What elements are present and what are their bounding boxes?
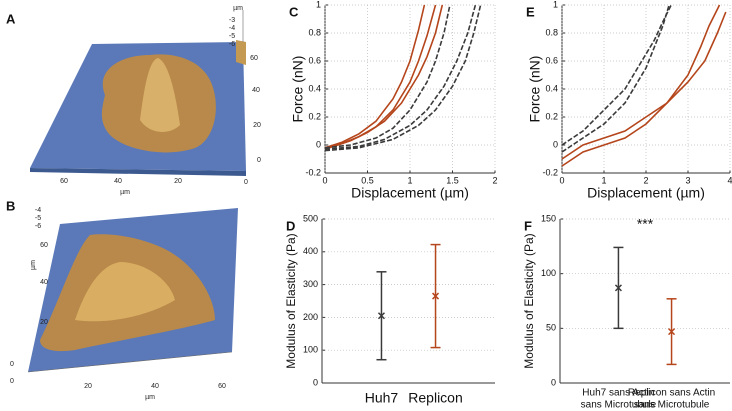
significance: *** (637, 216, 654, 232)
tick-label: 40 (151, 383, 159, 390)
panel-label: F (524, 218, 532, 233)
mean-marker (668, 328, 676, 336)
unit-label: µm (30, 260, 37, 270)
tick-label: 60 (60, 178, 68, 185)
x-tick-label: 1 (601, 175, 606, 185)
tick-label: -3 (229, 17, 235, 24)
y-tick-label: 300 (303, 279, 318, 289)
panel-label: A (6, 11, 16, 26)
tick-label: 40 (252, 87, 260, 94)
tick-label: 20 (84, 383, 92, 390)
tick-label: -4 (229, 25, 235, 32)
force-curve (561, 4, 670, 153)
y-tick-label: 0 (551, 377, 556, 387)
y-tick-label: 200 (303, 312, 318, 322)
force-curve (324, 4, 444, 150)
y-tick-label: 0 (316, 139, 321, 149)
force-curve (324, 4, 477, 150)
y-tick-label: 150 (541, 213, 556, 223)
panel-label: C (289, 4, 299, 19)
category-label: Huh7 (365, 390, 399, 406)
force-curve (324, 4, 482, 152)
y-tick-label: 0.4 (545, 83, 558, 93)
panel-label: B (6, 198, 15, 213)
mean-marker (614, 284, 622, 292)
x-axis-label: Displacement (µm) (587, 185, 705, 201)
y-tick-label: -0.2 (305, 167, 321, 177)
tick-label: -5 (35, 215, 41, 222)
y-tick-label: 100 (541, 268, 556, 278)
y-tick-label: 0.2 (308, 111, 321, 121)
afm-edge (30, 168, 246, 176)
unit-label: µm (145, 394, 155, 401)
y-tick-label: 0.6 (308, 55, 321, 65)
y-tick-label: 400 (303, 246, 318, 256)
tick-label: -5 (229, 33, 235, 40)
tick-label: 60 (218, 383, 226, 390)
y-tick-label: 100 (303, 345, 318, 355)
tick-label: 0 (244, 179, 248, 186)
x-tick-label: 1.5 (446, 175, 459, 185)
cell-top (75, 262, 175, 322)
mean-marker (432, 292, 440, 300)
tick-label: 40 (40, 279, 48, 286)
x-axis-label: Displacement (µm) (351, 185, 469, 201)
tick-label: -4 (35, 207, 41, 214)
y-tick-label: 0.2 (545, 111, 558, 121)
y-tick-label: 0.8 (545, 27, 558, 37)
category-label: Replicon (408, 390, 462, 406)
tick-label: 40 (114, 178, 122, 185)
x-tick-label: 0 (322, 175, 327, 185)
y-tick-label: -0.2 (542, 167, 558, 177)
x-tick-label: 1 (407, 175, 412, 185)
y-tick-label: 0.4 (308, 83, 321, 93)
tick-label: 20 (174, 178, 182, 185)
category-label: Huh7 sans Actin (582, 388, 654, 399)
category-label: sans Microtubule (634, 400, 710, 411)
force-curve (324, 4, 426, 149)
y-tick-label: 0 (553, 139, 558, 149)
y-axis-label: Force (nN) (527, 56, 543, 123)
x-tick-label: 0.5 (361, 175, 374, 185)
y-axis-label: Modulus of Elasticity (Pa) (522, 233, 536, 368)
x-tick-label: 2 (643, 175, 648, 185)
force-curve (561, 11, 727, 160)
y-tick-label: 0.6 (545, 55, 558, 65)
y-tick-label: 1 (316, 0, 321, 9)
mean-marker (377, 312, 385, 320)
force-curve (561, 4, 721, 167)
tick-label: 0 (10, 378, 14, 385)
tick-label: 60 (40, 242, 48, 249)
tick-label: 60 (250, 55, 258, 62)
y-tick-label: 0 (313, 377, 318, 387)
x-tick-label: 0 (559, 175, 564, 185)
x-tick-label: 3 (685, 175, 690, 185)
force-curve (324, 4, 451, 149)
tick-label: -6 (229, 41, 235, 48)
y-axis-label: Modulus of Elasticity (Pa) (284, 233, 298, 368)
x-axis (27, 351, 233, 373)
y-tick-label: 50 (546, 323, 556, 333)
cell-top (140, 58, 180, 132)
tick-label: 0 (257, 157, 261, 164)
x-tick-label: 2 (492, 175, 497, 185)
y-axis-label: Force (nN) (290, 56, 306, 123)
panel-label: D (286, 218, 295, 233)
tick-label: 0 (10, 361, 14, 368)
category-label: sans Microtubule (581, 400, 657, 411)
tick-label: -6 (35, 223, 41, 230)
cell-edge (236, 40, 246, 65)
tick-label: 20 (253, 122, 261, 129)
x-tick-label: 4 (727, 175, 732, 185)
unit-label: µm (120, 189, 130, 196)
force-curve (561, 4, 672, 146)
unit-label: µm (233, 5, 243, 12)
category-label: Replicon sans Actin (628, 388, 715, 399)
y-tick-label: 1 (553, 0, 558, 9)
y-tick-label: 0.8 (308, 27, 321, 37)
panel-label: E (526, 4, 535, 19)
tick-label: 20 (40, 319, 48, 326)
y-tick-label: 500 (303, 213, 318, 223)
